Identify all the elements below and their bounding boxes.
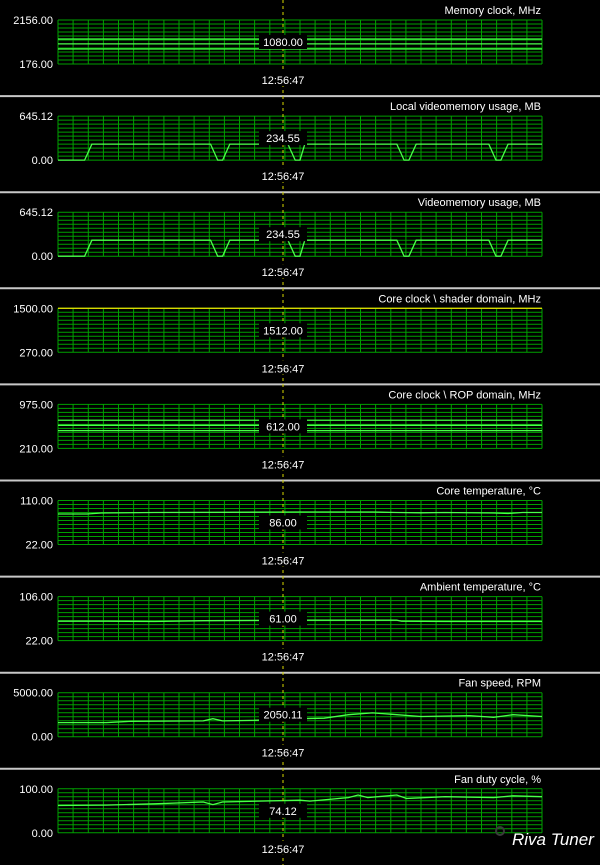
graph-trace <box>58 511 542 515</box>
y-axis-max-label: 100.00 <box>19 784 53 796</box>
value-readout: 234.55 <box>266 133 300 145</box>
time-label-bg <box>255 552 311 567</box>
value-readout: 61.00 <box>269 614 297 626</box>
graph-labels: Memory clock, MHz 2156.00 176.00 1080.00 12:… <box>13 5 541 856</box>
graph-panels <box>0 19 600 834</box>
panel-title: Ambient temperature, °C <box>420 582 541 594</box>
y-axis-max-label: 110.00 <box>20 496 53 508</box>
panel-title: Local videomemory usage, MB <box>390 101 541 113</box>
value-readout-bg <box>259 35 307 49</box>
time-label-bg <box>255 648 311 663</box>
value-readout-bg <box>259 323 307 338</box>
y-axis-max-label: 1500.00 <box>13 303 53 315</box>
graph-labels-4: Core clock \ ROP domain, MHz 975.00 210.00… <box>19 389 541 471</box>
y-axis-min-label: 0.00 <box>32 155 53 167</box>
graph-trace <box>58 143 542 161</box>
y-axis-max-label: 5000.00 <box>13 688 53 700</box>
value-readout-bg <box>259 707 307 722</box>
cursor-time-label: 12:56:47 <box>262 267 305 279</box>
y-axis-min-label: 0.00 <box>32 732 53 744</box>
value-readout: 74.12 <box>269 806 297 818</box>
time-label-bg <box>255 744 311 759</box>
value-readout: 234.55 <box>266 229 300 241</box>
time-label-bg <box>255 72 311 86</box>
cursor-time-label: 12:56:47 <box>262 75 305 87</box>
graph-labels-8: Fan duty cycle, % 100.00 0.00 74.12 12:56:47 <box>19 774 541 856</box>
y-axis-min-label: 270.00 <box>19 347 53 359</box>
graph-labels-1: Local videomemory usage, MB 645.12 0.00 234… <box>19 101 541 183</box>
y-axis-min-label: 0.00 <box>32 828 53 840</box>
value-readout-bg <box>259 419 307 434</box>
time-label-bg <box>255 168 311 183</box>
y-axis-min-label: 210.00 <box>19 443 53 455</box>
time-label-bg <box>255 840 311 855</box>
value-readout: 2050.11 <box>264 710 303 722</box>
panel-title: Fan duty cycle, % <box>454 774 541 786</box>
y-axis-max-label: 645.12 <box>19 207 53 219</box>
y-axis-min-label: 176.00 <box>19 59 53 71</box>
panel-title: Core temperature, °C <box>436 486 541 498</box>
graph-labels-7: Fan speed, RPM 5000.00 0.00 2050.11 12:56:47 <box>13 678 541 760</box>
y-axis-min-label: 22.00 <box>25 636 53 648</box>
app-watermark: Riva Tuner <box>512 830 595 849</box>
graph-trace <box>58 712 543 724</box>
cursor-time-label: 12:56:47 <box>262 171 305 183</box>
value-readout-bg <box>259 227 307 242</box>
graph-trace <box>58 239 542 257</box>
y-axis-max-label: 975.00 <box>19 399 53 411</box>
graph-trace <box>57 794 543 807</box>
graph-labels-3: Core clock \ shader domain, MHz 1500.00 27… <box>13 293 541 375</box>
y-axis-max-label: 645.12 <box>19 111 53 123</box>
panel-title: Videomemory usage, MB <box>418 197 541 209</box>
value-readout: 612.00 <box>266 421 300 433</box>
panel-title: Fan speed, RPM <box>458 678 541 690</box>
time-label-bg <box>255 456 311 471</box>
cursor-time-label: 12:56:47 <box>262 556 305 568</box>
graph-grid <box>57 19 543 65</box>
panel-title: Memory clock, MHz <box>444 5 541 17</box>
cursor-time-label: 12:56:47 <box>262 459 305 471</box>
value-readout: 1080.00 <box>263 37 303 49</box>
cursor-time-label: 12:56:47 <box>262 844 305 856</box>
value-readout: 86.00 <box>269 518 297 530</box>
cursor-time-label: 12:56:47 <box>262 652 305 664</box>
value-readout-bg <box>259 515 307 530</box>
graph-panel-5 <box>0 500 600 578</box>
y-axis-max-label: 2156.00 <box>13 15 53 27</box>
graph-labels-2: Videomemory usage, MB 645.12 0.00 234.55 12:… <box>19 197 541 279</box>
value-readout: 1512.00 <box>263 325 303 337</box>
value-readout-bg <box>259 803 307 818</box>
panel-title: Core clock \ shader domain, MHz <box>378 293 541 305</box>
cursor-time-label: 12:56:47 <box>262 363 305 375</box>
time-label-bg <box>255 360 311 375</box>
graph-labels-6: Ambient temperature, °C 106.00 22.00 61.00 1… <box>19 582 541 664</box>
graph-labels-0: Memory clock, MHz 2156.00 176.00 1080.00 12:… <box>13 5 541 87</box>
y-axis-max-label: 106.00 <box>19 592 53 604</box>
y-axis-min-label: 22.00 <box>25 540 53 552</box>
time-label-bg <box>255 264 311 279</box>
value-readout-bg <box>259 611 307 626</box>
panel-title: Core clock \ ROP domain, MHz <box>388 389 541 401</box>
value-readout-bg <box>259 131 307 146</box>
y-axis-min-label: 0.00 <box>32 251 53 263</box>
cursor-time-label: 12:56:47 <box>262 748 305 760</box>
graph-labels-5: Core temperature, °C 110.00 22.00 86.00 12:5… <box>20 486 541 568</box>
logo-gear-icon <box>495 826 505 836</box>
rivatuner-logo: Riva Tuner <box>495 826 595 849</box>
